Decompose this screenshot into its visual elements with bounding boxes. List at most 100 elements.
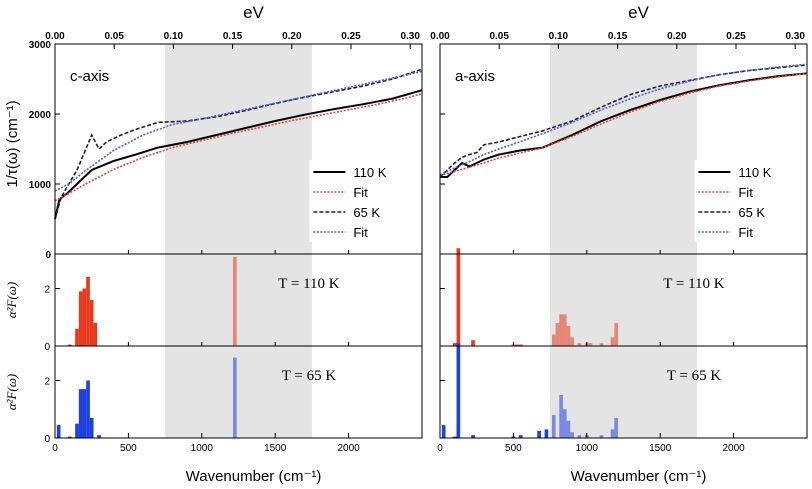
phonon-bar-65k	[559, 394, 563, 438]
phonon-bar-65k	[78, 389, 83, 438]
x-tick-label: 0	[437, 443, 443, 454]
x-tick-label: 1500	[649, 443, 672, 454]
panel-a-axis: T = 110 K T = 65 K 0 500 1000 1500 2000 0.00 0.0…	[430, 3, 808, 485]
fit-line-110k	[54, 92, 423, 202]
phonon-bar-65k	[452, 436, 457, 438]
x-tick-label: 1000	[576, 443, 599, 454]
y-tick-label: 0	[44, 434, 50, 445]
phonon-bar-110k	[588, 343, 593, 346]
fit-line-110k	[439, 72, 808, 177]
x-tick-label: 0	[52, 443, 58, 454]
temperature-label-110k: T = 110 K	[663, 276, 725, 292]
phonon-bar-110k	[599, 343, 604, 346]
phonon-bar-110k	[471, 340, 475, 346]
axis-orientation-label: c-axis	[70, 68, 109, 85]
legend-label: 110 K	[353, 165, 386, 180]
ev-tick-label: 0.00	[430, 31, 450, 42]
legend-label: Fit	[353, 225, 368, 240]
y-tick-label: 2000	[29, 110, 52, 121]
phonon-bar-65k	[67, 436, 72, 438]
y-tick-label: 2	[44, 377, 50, 388]
phonon-bar-65k	[562, 409, 567, 438]
phonon-bar-65k	[56, 425, 61, 438]
legend-label: Fit	[738, 185, 753, 200]
phonon-bar-65k	[456, 343, 461, 438]
y-tick-label: 2	[44, 285, 50, 296]
legend-label: Fit	[738, 225, 753, 240]
phonon-bar-110k	[82, 288, 87, 346]
phonon-bar-65k	[97, 435, 101, 438]
subplot-frame-2	[439, 345, 808, 439]
phonon-bar-110k	[78, 291, 83, 346]
temperature-label-65k: T = 65 K	[282, 368, 337, 384]
phonon-bar-110k	[75, 328, 79, 346]
axis-orientation-label: a-axis	[455, 68, 495, 85]
phonon-bar-65k	[610, 429, 615, 438]
phonon-bar-110k	[456, 248, 461, 346]
ev-tick-label: 0.30	[785, 31, 805, 42]
subplot-frame-2	[54, 345, 423, 439]
ev-tick-label: 0.05	[104, 31, 124, 42]
ev-tick-label: 0.25	[341, 31, 361, 42]
ev-tick-label: 0.15	[223, 31, 243, 42]
legend-label: Fit	[353, 185, 368, 200]
ev-axis-title: eV	[628, 3, 649, 22]
phonon-bar-65k	[86, 380, 90, 438]
x-tick-label: 500	[505, 443, 522, 454]
x-tick-label: 500	[120, 443, 137, 454]
phonon-bar-110k	[93, 323, 98, 346]
phonon-bar-65k	[577, 435, 582, 438]
legend-background	[694, 160, 806, 242]
shaded-region	[550, 44, 697, 438]
line-65k	[439, 64, 808, 178]
phonon-bar-110k	[515, 344, 519, 346]
temperature-label-65k: T = 65 K	[667, 368, 722, 384]
line-65k	[54, 68, 423, 220]
temperature-label-110k: T = 110 K	[278, 276, 340, 292]
phonon-bar-65k	[232, 357, 237, 438]
y-tick-label: 1000	[29, 180, 52, 191]
phonon-bar-110k	[566, 325, 571, 346]
wavenumber-axis-title: Wavenumber (cm⁻¹)	[571, 468, 707, 485]
phonon-bar-65k	[544, 429, 549, 438]
ev-axis-title: eV	[243, 3, 264, 22]
phonon-bar-110k	[577, 343, 582, 346]
phonon-bar-110k	[518, 344, 523, 346]
phonon-bar-110k	[67, 344, 72, 346]
legend-background	[309, 160, 421, 242]
ev-tick-label: 0.20	[667, 31, 687, 42]
ev-tick-label: 0.10	[549, 31, 569, 42]
legend-label: 65 K	[738, 205, 765, 220]
x-tick-label: 2000	[337, 443, 360, 454]
ev-tick-label: 0.30	[400, 31, 420, 42]
y-axis-label-scattering-rate: 1/τ(ω) (cm⁻¹)	[4, 100, 21, 187]
phonon-bar-110k	[555, 323, 560, 346]
ev-tick-label: 0.00	[45, 31, 65, 42]
phonon-bar-110k	[570, 337, 574, 346]
phonon-bar-110k	[86, 277, 90, 346]
phonon-bar-110k	[89, 300, 94, 346]
legend-label: 110 K	[738, 165, 771, 180]
phonon-bar-65k	[441, 425, 446, 438]
ev-tick-label: 0.05	[489, 31, 509, 42]
phonon-bar-65k	[471, 435, 475, 438]
phonon-bar-65k	[82, 389, 87, 438]
x-tick-label: 1500	[264, 443, 287, 454]
shaded-region	[165, 44, 312, 438]
ev-tick-label: 0.25	[726, 31, 746, 42]
phonon-bar-110k	[562, 314, 567, 346]
panel-c-axis: T = 110 K T = 65 K 0 500 1000 1500 2000 0.00 0.0…	[29, 3, 423, 485]
phonon-bar-65k	[89, 417, 94, 438]
y-tick-label: 0	[44, 342, 50, 353]
phonon-bar-110k	[232, 256, 237, 346]
phonon-bar-65k	[551, 415, 556, 438]
ev-tick-label: 0.10	[164, 31, 184, 42]
phonon-bar-65k	[518, 435, 523, 438]
y-axis-label-eliashberg-65k: α²F(ω)	[4, 374, 19, 411]
phonon-bar-110k	[452, 343, 457, 346]
fit-line-65k	[439, 63, 808, 176]
y-tick-label: 3000	[29, 40, 52, 51]
x-tick-label: 1000	[191, 443, 214, 454]
